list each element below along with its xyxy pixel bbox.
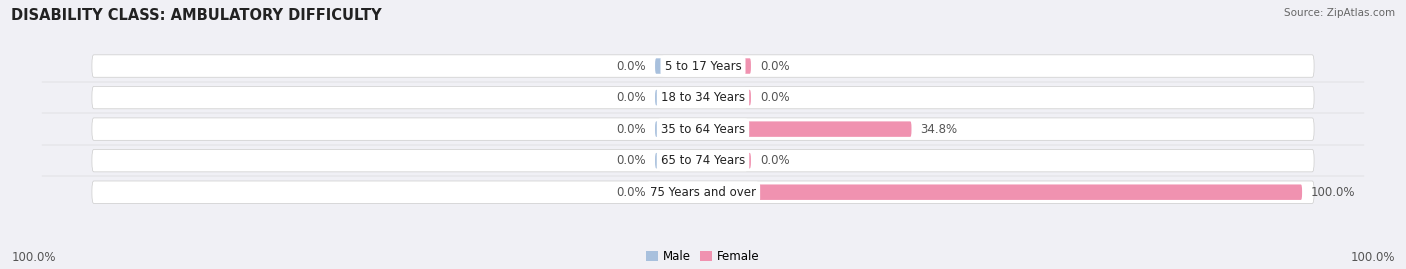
FancyBboxPatch shape <box>703 90 751 105</box>
Text: DISABILITY CLASS: AMBULATORY DIFFICULTY: DISABILITY CLASS: AMBULATORY DIFFICULTY <box>11 8 382 23</box>
Text: 100.0%: 100.0% <box>1350 251 1395 264</box>
FancyBboxPatch shape <box>91 86 1315 109</box>
Text: 0.0%: 0.0% <box>759 91 790 104</box>
FancyBboxPatch shape <box>655 121 703 137</box>
FancyBboxPatch shape <box>703 185 1302 200</box>
Text: 0.0%: 0.0% <box>759 59 790 73</box>
FancyBboxPatch shape <box>703 121 911 137</box>
Text: 0.0%: 0.0% <box>616 123 647 136</box>
Text: Source: ZipAtlas.com: Source: ZipAtlas.com <box>1284 8 1395 18</box>
Text: 34.8%: 34.8% <box>921 123 957 136</box>
FancyBboxPatch shape <box>91 150 1315 172</box>
Text: 0.0%: 0.0% <box>616 154 647 167</box>
FancyBboxPatch shape <box>655 58 703 74</box>
FancyBboxPatch shape <box>655 90 703 105</box>
Legend: Male, Female: Male, Female <box>647 250 759 263</box>
FancyBboxPatch shape <box>91 55 1315 77</box>
FancyBboxPatch shape <box>703 58 751 74</box>
Text: 65 to 74 Years: 65 to 74 Years <box>661 154 745 167</box>
Text: 35 to 64 Years: 35 to 64 Years <box>661 123 745 136</box>
FancyBboxPatch shape <box>655 153 703 168</box>
FancyBboxPatch shape <box>655 185 703 200</box>
FancyBboxPatch shape <box>91 118 1315 140</box>
Text: 0.0%: 0.0% <box>616 59 647 73</box>
FancyBboxPatch shape <box>703 153 751 168</box>
FancyBboxPatch shape <box>91 181 1315 203</box>
Text: 0.0%: 0.0% <box>616 186 647 199</box>
Text: 100.0%: 100.0% <box>1310 186 1355 199</box>
Text: 18 to 34 Years: 18 to 34 Years <box>661 91 745 104</box>
Text: 75 Years and over: 75 Years and over <box>650 186 756 199</box>
Text: 0.0%: 0.0% <box>759 154 790 167</box>
Text: 5 to 17 Years: 5 to 17 Years <box>665 59 741 73</box>
Text: 0.0%: 0.0% <box>616 91 647 104</box>
Text: 100.0%: 100.0% <box>11 251 56 264</box>
